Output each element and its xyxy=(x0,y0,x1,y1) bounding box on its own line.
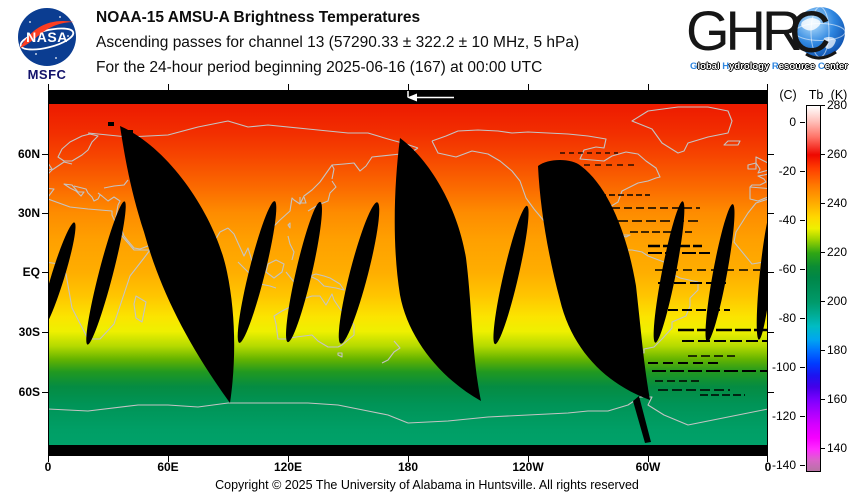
x-tick-label: 60W xyxy=(635,460,661,474)
nasa-orbit-ellipse xyxy=(19,27,75,51)
y-tick-label: EQ xyxy=(22,265,40,279)
no-data-swaths xyxy=(48,122,768,443)
tagline-word: Center xyxy=(817,61,848,72)
colorbar-quantity-header: Tb xyxy=(808,88,824,102)
y-tick-label: 30N xyxy=(17,206,40,220)
colorbar-kelvin-label: 280 xyxy=(827,98,848,112)
map-frame xyxy=(48,90,768,456)
ghrc-letters: GHR xyxy=(686,2,800,62)
subtitle-channel: Ascending passes for channel 13 (57290.3… xyxy=(96,34,580,51)
ghrc-letter-c: C xyxy=(789,2,831,64)
colorbar-celsius-label: -120 xyxy=(771,409,796,423)
x-tick-label: 120W xyxy=(512,460,544,474)
colorbar-kelvin-label: 240 xyxy=(827,196,848,210)
x-tick-label: 120E xyxy=(273,460,303,474)
colorbar-kelvin-label: 200 xyxy=(827,294,848,308)
brightness-temperature-map xyxy=(48,90,768,456)
x-tick-label: 0 xyxy=(44,460,52,474)
msfc-label: MSFC xyxy=(27,67,67,82)
tagline-word: Global xyxy=(690,61,720,72)
nasa-logo: NASA xyxy=(18,8,76,66)
colorbar-celsius-label: -100 xyxy=(771,360,796,374)
scanline-dropouts xyxy=(560,152,768,396)
page-title: NOAA-15 AMSU-A Brightness Temperatures xyxy=(96,9,421,26)
south-no-data-bar xyxy=(48,445,768,456)
colorbar-celsius-label: 0 xyxy=(789,115,796,129)
ghrc-logo: GHR C xyxy=(686,2,846,64)
colorbar-kelvin-header: (K) xyxy=(830,88,848,102)
colorbar-kelvin-label: 260 xyxy=(827,147,848,161)
colorbar-celsius-label: -80 xyxy=(778,311,796,325)
y-tick-label: 30S xyxy=(18,325,40,339)
colorbar-kelvin-label: 180 xyxy=(827,343,848,357)
nasa-wordmark: NASA xyxy=(26,29,68,45)
tagline-word: Hydrology xyxy=(722,61,770,72)
x-tick-label: 60E xyxy=(157,460,179,474)
nasa-swoosh xyxy=(20,21,74,48)
colorbar-celsius-label: -60 xyxy=(778,262,796,276)
colorbar-celsius-label: -40 xyxy=(778,213,796,227)
colorbar-kelvin-label: 160 xyxy=(827,392,848,406)
x-tick-label: 180 xyxy=(397,460,419,474)
colorbar-celsius-label: -20 xyxy=(778,164,796,178)
ghrc-tagline: Global Hydrology Resource Center xyxy=(687,61,851,72)
copyright-notice: Copyright © 2025 The University of Alaba… xyxy=(215,478,639,492)
tagline-word: Resource xyxy=(771,61,816,72)
colorbar-celsius-header: (C) xyxy=(779,88,797,102)
x-tick-label: 0 xyxy=(764,460,772,474)
pass-start-arrow-icon xyxy=(407,90,454,102)
colorbar-kelvin-label: 220 xyxy=(827,245,848,259)
ghrc-globe-icon xyxy=(794,6,846,60)
y-tick-label: 60N xyxy=(17,147,40,161)
colorbar-kelvin-label: 140 xyxy=(827,441,848,455)
subtitle-period: For the 24-hour period beginning 2025-06… xyxy=(96,59,543,76)
colorbar xyxy=(806,105,821,472)
colorbar-celsius-label: -140 xyxy=(771,458,796,472)
y-tick-label: 60S xyxy=(18,385,40,399)
